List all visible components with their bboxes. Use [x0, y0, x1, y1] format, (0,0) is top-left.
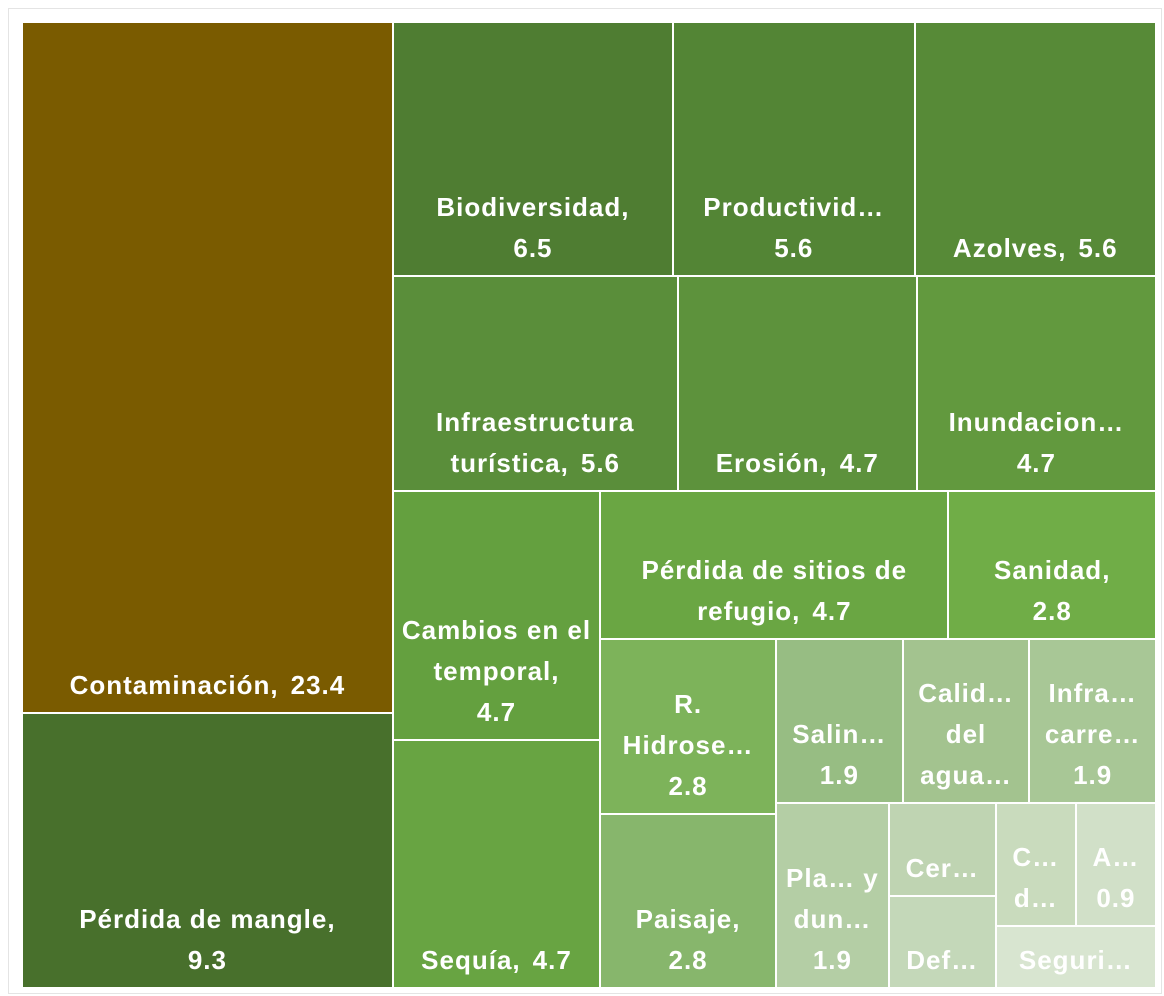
tile-label: Cer… — [890, 848, 995, 895]
category-label: Productivid… — [703, 192, 885, 223]
tile: Sequía 4.7 — [392, 739, 601, 988]
tile: A… 0.9 — [1075, 803, 1156, 927]
tile-label: Paisaje 2.8 — [601, 899, 775, 987]
treemap: Contaminación 23.4 Pérdida de mangle 9.3 Bio… — [22, 22, 1156, 988]
tile-label: Sequía 4.7 — [394, 940, 599, 987]
tile: Infraestructura turística5.6 — [392, 276, 678, 492]
category-label: C… d… — [1012, 842, 1060, 914]
category-label: A… — [1092, 842, 1140, 873]
value-label: 5.6 — [1078, 233, 1118, 264]
category-label: Sanidad — [994, 555, 1110, 585]
category-label: Cer… — [905, 852, 979, 883]
category-label: Biodiversidad — [436, 192, 629, 222]
tile-label: R. Hidrose… 2.8 — [601, 684, 775, 813]
value-label: 4.7 — [1016, 448, 1056, 479]
tile: Calid… del agua… — [902, 639, 1030, 804]
category-label: Infra… carre… — [1044, 678, 1141, 750]
category-label: Sequía — [421, 945, 520, 975]
value-label: 23.4 — [290, 670, 346, 701]
tile: Salin… 1.9 — [776, 639, 903, 804]
tile: Pérdida de sitios de refugio4.7 — [600, 491, 949, 640]
category-label: Inundacion… — [948, 407, 1125, 438]
category-label: Pla… y dun… — [786, 862, 879, 934]
chart-frame — [8, 8, 1162, 994]
value-label: 2.8 — [668, 944, 708, 975]
tile: Infra… carre… 1.9 — [1029, 639, 1156, 804]
tile-label: Def… — [890, 940, 995, 987]
tile: Erosión 4.7 — [677, 276, 917, 492]
tile: Productivid… 5.6 — [673, 22, 915, 277]
tile-label: Infra… carre… 1.9 — [1030, 673, 1155, 802]
value-label: 6.5 — [513, 233, 553, 264]
tile: Inundacion… 4.7 — [916, 276, 1156, 492]
tile-label: Contaminación 23.4 — [23, 665, 392, 712]
category-label: Salin… — [792, 719, 887, 750]
category-label: Pérdida de mangle — [79, 904, 335, 934]
tile-label: Salin… 1.9 — [777, 714, 902, 802]
tile: R. Hidrose… 2.8 — [600, 639, 777, 814]
tile: Seguri… — [995, 926, 1156, 988]
tile-label: Cambios en el temporal 4.7 — [394, 610, 599, 739]
tile-label: Sanidad 2.8 — [949, 550, 1155, 638]
tile-label: Biodiversidad 6.5 — [394, 187, 672, 275]
value-label: 2.8 — [668, 770, 708, 801]
category-label: Seguri… — [1018, 944, 1133, 975]
tile-label: Pérdida de sitios de refugio4.7 — [601, 550, 947, 638]
category-label: Def… — [906, 944, 979, 975]
value-label: 4.7 — [532, 944, 572, 975]
tile-label: Pérdida de mangle 9.3 — [23, 899, 392, 987]
category-label: Azolves — [953, 233, 1067, 263]
tile-label: Azolves 5.6 — [916, 228, 1155, 275]
tile: Azolves 5.6 — [914, 22, 1156, 277]
tile-label: Pla… y dun… 1.9 — [777, 858, 888, 987]
tile-label: C… d… — [997, 837, 1075, 925]
value-label: 4.7 — [812, 596, 852, 627]
value-label: 0.9 — [1096, 883, 1136, 914]
tile-label: Infraestructura turística5.6 — [394, 402, 677, 490]
value-label: 4.7 — [839, 448, 879, 479]
value-label: 5.6 — [580, 448, 621, 479]
category-label: Contaminación — [70, 670, 279, 700]
value-label: 2.8 — [1032, 596, 1072, 627]
tile: Def… — [888, 895, 996, 988]
tile-label: Seguri… — [997, 940, 1155, 987]
tile: C… d… — [995, 803, 1076, 927]
value-label: 9.3 — [187, 944, 227, 975]
category-label: Paisaje — [636, 904, 741, 934]
tile-label: Productivid… 5.6 — [674, 187, 913, 275]
category-label: Pérdida de sitios de refugio — [642, 555, 908, 626]
tile-label: Erosión 4.7 — [679, 443, 916, 490]
tile: Pla… y dun… 1.9 — [776, 803, 889, 988]
value-label: 5.6 — [774, 233, 814, 264]
value-label: 4.7 — [476, 696, 517, 727]
value-label: 1.9 — [819, 760, 859, 791]
tile: Paisaje 2.8 — [600, 813, 777, 988]
tile: Cambios en el temporal 4.7 — [392, 491, 601, 740]
category-label: R. Hidrose… — [622, 688, 754, 760]
tile: Biodiversidad 6.5 — [392, 22, 674, 277]
category-label: Cambios en el temporal — [402, 615, 591, 686]
tile: Contaminación 23.4 — [22, 22, 393, 714]
value-label: 1.9 — [1073, 760, 1113, 791]
tile-label: A… 0.9 — [1077, 837, 1155, 925]
category-label: Calid… del agua… — [918, 678, 1014, 791]
tile-label: Inundacion… 4.7 — [918, 402, 1155, 490]
tile: Cer… — [888, 803, 996, 896]
tile: Sanidad 2.8 — [948, 491, 1156, 640]
tile-label: Calid… del agua… — [904, 673, 1029, 802]
tile: Pérdida de mangle 9.3 — [22, 713, 393, 988]
value-label: 1.9 — [812, 944, 852, 975]
category-label: Erosión — [716, 448, 828, 478]
